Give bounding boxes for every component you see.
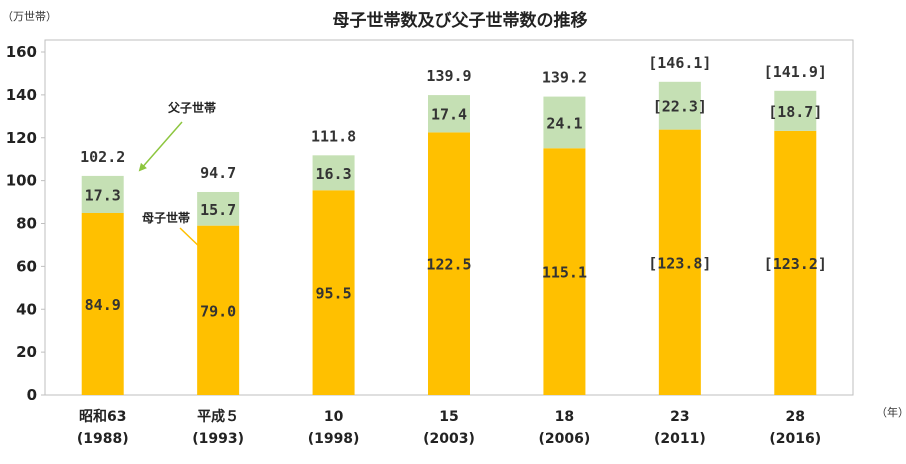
- y-tick-label: 60: [16, 257, 37, 275]
- bar-father: [81, 175, 124, 213]
- y-tick-label: 120: [6, 129, 37, 147]
- bar-mother: [658, 129, 701, 395]
- value-labels: 84.9 17.3 102.2 79.0 15.7 94.7 95.5 16.3 111.8 12…: [80, 54, 827, 321]
- label-mother: 115.1: [542, 264, 587, 282]
- bar-mother: [543, 148, 586, 395]
- chart-title: 母子世帯数及び父子世帯数の推移: [333, 10, 588, 31]
- label-father: 17.4: [431, 106, 467, 124]
- x-axis-unit: （年）: [876, 405, 906, 419]
- bar-father: [658, 81, 701, 130]
- label-father: 17.3: [85, 186, 121, 204]
- y-tick-label: 20: [16, 343, 37, 361]
- x-category-era: 平成５: [197, 408, 239, 425]
- annotation-mother: 母子世帯: [142, 210, 207, 254]
- x-category-era: 昭和63: [79, 409, 126, 425]
- annotation-father-label: 父子世帯: [167, 100, 216, 115]
- bar-father: [428, 95, 470, 133]
- bar-father: [312, 155, 355, 191]
- label-total: 102.2: [80, 148, 125, 166]
- y-tick-label: 100: [6, 172, 37, 190]
- x-category-year: (1998): [308, 431, 360, 447]
- bar-mother: [774, 130, 817, 395]
- x-category-era: 18: [555, 409, 574, 425]
- label-father: [18.7]: [768, 103, 822, 121]
- bar-father: [197, 191, 240, 226]
- label-father: 15.7: [200, 201, 236, 219]
- label-mother: [123.2]: [764, 255, 827, 273]
- y-axis: 0 20 40 60 80 100 120 140 160: [6, 43, 45, 404]
- y-tick-label: 160: [6, 43, 37, 61]
- bar-mother: [428, 132, 470, 395]
- bar-father: [543, 96, 586, 149]
- y-tick-label: 0: [27, 386, 37, 404]
- label-mother: 122.5: [426, 256, 471, 274]
- bar-father: [774, 90, 817, 131]
- x-category-era: 23: [670, 409, 689, 425]
- label-total: [146.1]: [648, 54, 711, 72]
- label-father: [22.3]: [653, 98, 707, 116]
- annotation-father-arrow: [138, 121, 183, 172]
- label-total: 139.9: [426, 67, 471, 85]
- x-category-era: 10: [324, 409, 344, 425]
- label-mother: 84.9: [85, 296, 121, 314]
- label-mother: [123.8]: [648, 254, 711, 272]
- x-category-year: (2006): [539, 431, 591, 447]
- bar-mother: [312, 190, 355, 395]
- bar-mother: [197, 225, 240, 395]
- annotation-mother-arrow: [179, 227, 207, 254]
- bars: [81, 81, 817, 395]
- label-father: 16.3: [316, 165, 352, 183]
- label-father: 24.1: [546, 114, 582, 132]
- x-axis: 昭和63 (1988) 平成５ (1993) 10 (1998) 15 (2003) 18 (20…: [77, 408, 821, 447]
- label-mother: 79.0: [200, 302, 236, 320]
- x-category-year: (1993): [192, 431, 244, 447]
- bar-mother: [81, 212, 124, 395]
- y-tick-label: 80: [16, 215, 37, 233]
- label-mother: 95.5: [316, 285, 352, 303]
- y-axis-unit: （万世帯）: [2, 10, 57, 23]
- y-tick-label: 140: [6, 86, 37, 104]
- label-total: 111.8: [311, 127, 356, 145]
- y-tick-label: 40: [16, 300, 37, 318]
- x-category-year: (2016): [769, 431, 821, 447]
- annotation-father: 父子世帯: [138, 100, 216, 172]
- annotation-mother-label: 母子世帯: [142, 210, 190, 225]
- x-category-year: (2003): [423, 431, 475, 447]
- x-category-year: (1988): [77, 431, 129, 447]
- label-total: [141.9]: [764, 63, 827, 81]
- x-category-year: (2011): [654, 431, 706, 447]
- x-category-era: 28: [786, 409, 805, 425]
- label-total: 94.7: [200, 164, 236, 182]
- label-total: 139.2: [542, 69, 587, 87]
- x-category-era: 15: [439, 409, 458, 425]
